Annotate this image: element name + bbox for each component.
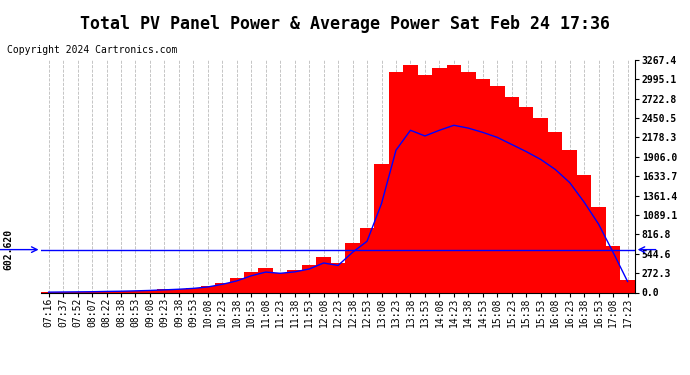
Bar (302, 266, 317, 292)
Bar (317, 257, 331, 292)
Text: Total PV Panel Power & Average Power Sat Feb 24 17:36: Total PV Panel Power & Average Power Sat… (80, 15, 610, 33)
Bar (374, 164, 388, 292)
Bar (388, 72, 403, 292)
Bar (461, 72, 475, 292)
Bar (577, 175, 591, 292)
Bar (519, 108, 533, 292)
Bar (128, 291, 143, 292)
Text: 602.620: 602.620 (3, 229, 13, 270)
Bar (99, 291, 114, 292)
Bar (345, 243, 359, 292)
Bar (143, 290, 157, 292)
Bar (620, 280, 635, 292)
Text: Copyright 2024 Cartronics.com: Copyright 2024 Cartronics.com (7, 45, 177, 55)
Bar (591, 207, 606, 292)
Bar (273, 273, 288, 292)
Bar (403, 65, 417, 292)
Bar (331, 262, 345, 292)
Bar (201, 286, 215, 292)
Bar (259, 268, 273, 292)
Bar (288, 270, 302, 292)
Bar (475, 79, 490, 292)
Bar (548, 132, 562, 292)
Bar (432, 68, 446, 292)
Bar (446, 65, 461, 292)
Bar (215, 282, 230, 292)
Bar (504, 97, 519, 292)
Bar (157, 289, 172, 292)
Bar (359, 228, 374, 292)
Bar (114, 291, 128, 292)
Bar (490, 86, 504, 292)
Bar (244, 272, 259, 292)
Bar (417, 75, 432, 292)
Bar (230, 278, 244, 292)
Bar (172, 289, 186, 292)
Bar (606, 246, 620, 292)
Bar (186, 288, 201, 292)
Bar (562, 150, 577, 292)
Bar (533, 118, 548, 292)
